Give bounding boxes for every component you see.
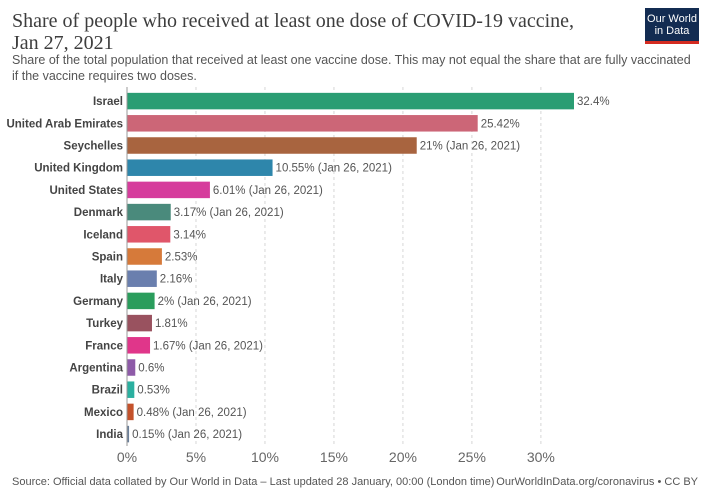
bar — [127, 381, 135, 398]
value-label: 0.48% (Jan 26, 2021) — [137, 407, 247, 419]
value-label: 0.15% (Jan 26, 2021) — [132, 429, 242, 441]
bar — [127, 248, 162, 265]
bar — [127, 92, 574, 110]
chart-title: Share of people who received at least on… — [12, 10, 575, 54]
bar — [127, 359, 136, 376]
bar — [127, 403, 134, 421]
value-label: 25.42% — [481, 118, 520, 130]
x-tick-label: 30% — [527, 449, 555, 465]
bar — [127, 425, 130, 443]
category-label: United Arab Emirates — [6, 118, 123, 130]
value-label: 3.14% — [173, 229, 206, 241]
category-label: Spain — [92, 252, 123, 264]
value-label: 10.55% (Jan 26, 2021) — [276, 163, 393, 175]
category-label: Turkey — [86, 318, 123, 330]
category-label: Argentina — [69, 363, 123, 375]
bar — [127, 337, 151, 354]
category-label: Brazil — [92, 385, 123, 397]
owid-logo[interactable]: Our World in Data — [645, 8, 699, 44]
x-tick-label: 0% — [117, 449, 137, 465]
category-label: Denmark — [74, 207, 124, 219]
x-tick-label: 20% — [389, 449, 417, 465]
category-label: France — [85, 340, 123, 352]
bar — [127, 181, 210, 199]
logo-line-1: Our World — [647, 13, 697, 25]
category-label: United States — [50, 185, 124, 197]
x-tick-label: 15% — [320, 449, 348, 465]
value-label: 2.16% — [160, 274, 193, 286]
source-note: Source: Official data collated by Our Wo… — [12, 476, 495, 488]
value-label: 21% (Jan 26, 2021) — [420, 141, 521, 153]
x-tick-label: 25% — [458, 449, 486, 465]
bar — [127, 226, 171, 243]
value-label: 0.6% — [138, 363, 164, 375]
category-label: Seychelles — [64, 141, 123, 153]
value-label: 6.01% (Jan 26, 2021) — [213, 185, 323, 197]
bar-chart: 0% 5% 10% 15% 20% 25% 30% Israel 32.4% United Ara… — [6, 87, 610, 465]
x-tick-label: 5% — [186, 449, 206, 465]
value-label: 32.4% — [577, 96, 610, 108]
category-label: Germany — [73, 296, 123, 308]
value-label: 1.81% — [155, 318, 188, 330]
category-label: Iceland — [83, 229, 123, 241]
category-label: India — [96, 429, 123, 441]
x-tick-label: 10% — [251, 449, 279, 465]
value-label: 2% (Jan 26, 2021) — [158, 296, 252, 308]
category-label: United Kingdom — [34, 163, 123, 175]
value-label: 0.53% — [137, 385, 170, 397]
bar — [127, 137, 417, 154]
bar — [127, 115, 478, 132]
category-label: Israel — [93, 96, 123, 108]
value-label: 3.17% (Jan 26, 2021) — [174, 207, 284, 219]
bar — [127, 159, 273, 176]
chart-subtitle: Share of the total population that recei… — [12, 53, 691, 83]
license-link[interactable]: OurWorldInData.org/coronavirus • CC BY — [496, 476, 698, 488]
category-label: Mexico — [84, 407, 123, 419]
bar — [127, 292, 155, 310]
category-label: Italy — [100, 274, 124, 286]
value-label: 2.53% — [165, 252, 198, 264]
logo-line-2: in Data — [654, 25, 690, 37]
value-label: 1.67% (Jan 26, 2021) — [153, 340, 263, 352]
bar — [127, 314, 152, 332]
bar — [127, 203, 171, 221]
bar — [127, 270, 157, 287]
